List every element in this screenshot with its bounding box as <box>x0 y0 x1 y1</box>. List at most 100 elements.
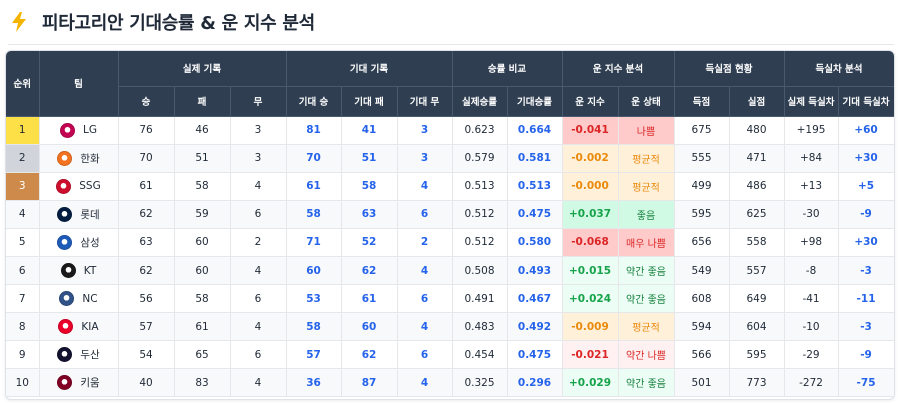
expected-diff-cell: -11 <box>838 284 894 314</box>
header-actual-pct[interactable]: 실제승률 <box>452 86 508 117</box>
team-name: 한화 <box>80 152 100 165</box>
team-name: LG <box>83 124 97 137</box>
expected-losses-cell: 61 <box>341 284 398 314</box>
page-title: 피타고리안 기대승률 & 운 지수 분석 <box>42 13 315 34</box>
expected-diff-cell: -3 <box>838 256 894 286</box>
pythagorean-table: 순위 팀 실제 기록 기대 기록 승률 비교 운 지수 분석 득실점 현황 득실… <box>6 51 894 398</box>
actual-diff-cell: +13 <box>784 172 839 201</box>
expected-pct-cell: 0.581 <box>507 144 563 173</box>
header-actual-diff[interactable]: 실제 득실차 <box>784 86 839 117</box>
team-name: 키움 <box>80 377 100 390</box>
table-row[interactable]: 9 두산 54 65 6 57 62 6 0.454 0.475 -0.021 약간 나쁨 566 595… <box>6 340 894 370</box>
wins-cell: 62 <box>118 200 175 229</box>
rank-cell: 6 <box>6 256 40 286</box>
team-logo-icon <box>57 347 73 363</box>
losses-cell: 60 <box>174 228 231 257</box>
team-cell: 한화 <box>39 144 119 173</box>
team-name: KIA <box>81 320 99 333</box>
header-expected-diff[interactable]: 기대 득실차 <box>838 86 894 117</box>
header-divider <box>8 44 894 45</box>
luck-index-cell: -0.009 <box>562 312 619 342</box>
header-luck-index[interactable]: 운 지수 <box>562 86 619 117</box>
rank-cell: 9 <box>6 340 40 370</box>
rank-cell: 1 <box>6 116 40 145</box>
rank-cell: 5 <box>6 228 40 257</box>
rank-cell: 7 <box>6 284 40 314</box>
luck-index-cell: -0.021 <box>562 340 619 370</box>
table-row[interactable]: 10 키움 40 83 4 36 87 4 0.325 0.296 +0.029 약간 좋음 501 77… <box>6 368 894 398</box>
expected-pct-cell: 0.580 <box>507 228 563 257</box>
actual-diff-cell: +84 <box>784 144 839 173</box>
team-logo-icon <box>57 206 73 222</box>
header-luck-state[interactable]: 운 상태 <box>618 86 675 117</box>
runs-scored-cell: 555 <box>674 144 730 173</box>
luck-state-badge: 평균적 <box>618 312 675 342</box>
stats-card: 순위 팀 실제 기록 기대 기록 승률 비교 운 지수 분석 득실점 현황 득실… <box>5 50 895 400</box>
wins-cell: 56 <box>118 284 175 314</box>
team-name: 삼성 <box>80 236 100 249</box>
header-wins[interactable]: 승 <box>118 86 175 117</box>
team-logo-icon <box>59 291 75 307</box>
luck-index-cell: +0.037 <box>562 200 619 229</box>
expected-losses-cell: 63 <box>341 200 398 229</box>
header-rank[interactable]: 순위 <box>6 51 40 117</box>
team-name: 두산 <box>80 349 100 362</box>
expected-diff-cell: -9 <box>838 200 894 229</box>
runs-scored-cell: 608 <box>674 284 730 314</box>
actual-pct-cell: 0.579 <box>452 144 508 173</box>
luck-index-cell: -0.041 <box>562 116 619 145</box>
expected-pct-cell: 0.513 <box>507 172 563 201</box>
team-logo-icon <box>56 178 72 194</box>
losses-cell: 65 <box>174 340 231 370</box>
team-cell: LG <box>39 116 119 145</box>
header-expected-pct[interactable]: 기대승률 <box>507 86 563 117</box>
draws-cell: 6 <box>230 340 287 370</box>
losses-cell: 83 <box>174 368 231 398</box>
expected-draws-cell: 4 <box>397 172 453 201</box>
luck-index-cell: -0.002 <box>562 144 619 173</box>
team-cell: 키움 <box>39 368 119 398</box>
runs-allowed-cell: 486 <box>729 172 785 201</box>
team-logo-icon <box>57 150 73 166</box>
expected-pct-cell: 0.493 <box>507 256 563 286</box>
header-actual-group: 실제 기록 <box>118 51 287 87</box>
rank-cell: 10 <box>6 368 40 398</box>
header-losses[interactable]: 패 <box>174 86 231 117</box>
table-row[interactable]: 7 NC 56 58 6 53 61 6 0.491 0.467 +0.024 약간 좋음 608 649… <box>6 284 894 314</box>
losses-cell: 59 <box>174 200 231 229</box>
luck-index-cell: +0.015 <box>562 256 619 286</box>
actual-pct-cell: 0.325 <box>452 368 508 398</box>
losses-cell: 58 <box>174 284 231 314</box>
losses-cell: 58 <box>174 172 231 201</box>
table-row[interactable]: 6 KT 62 60 4 60 62 4 0.508 0.493 +0.015 약간 좋음 549 557… <box>6 256 894 286</box>
luck-state-badge: 약간 나쁨 <box>618 340 675 370</box>
luck-state-badge: 평균적 <box>618 172 675 201</box>
team-logo-icon <box>58 319 74 335</box>
table-row[interactable]: 8 KIA 57 61 4 58 60 4 0.483 0.492 -0.009 평균적 594 604-… <box>6 312 894 342</box>
table-row[interactable]: 2 한화 70 51 3 70 51 3 0.579 0.581 -0.002 평균적 555 471 +8… <box>6 144 894 173</box>
actual-pct-cell: 0.623 <box>452 116 508 145</box>
header-draws[interactable]: 무 <box>230 86 287 117</box>
header-expected-wins[interactable]: 기대 승 <box>286 86 342 117</box>
table-row[interactable]: 3 SSG 61 58 4 61 58 4 0.513 0.513 -0.000 평균적 499 486 +… <box>6 172 894 201</box>
header-diff-group: 득실차 분석 <box>784 51 894 87</box>
team-logo-icon <box>60 263 76 279</box>
table-row[interactable]: 4 롯데 62 59 6 58 63 6 0.512 0.475 +0.037 좋음 595 625 -30… <box>6 200 894 229</box>
expected-draws-cell: 3 <box>397 116 453 145</box>
header-team[interactable]: 팀 <box>39 51 119 117</box>
expected-losses-cell: 58 <box>341 172 398 201</box>
table-row[interactable]: 1 LG 76 46 3 81 41 3 0.623 0.664 -0.041 나쁨 675 480 +19… <box>6 116 894 145</box>
header-expected-losses[interactable]: 기대 패 <box>341 86 398 117</box>
header-expected-draws[interactable]: 기대 무 <box>397 86 453 117</box>
expected-pct-cell: 0.475 <box>507 340 563 370</box>
header-runs-group: 득실점 현황 <box>674 51 785 87</box>
table-row[interactable]: 5 삼성 63 60 2 71 52 2 0.512 0.580 -0.068 매우 나쁨 656 558… <box>6 228 894 257</box>
header-runs-scored[interactable]: 득점 <box>674 86 730 117</box>
luck-index-cell: +0.029 <box>562 368 619 398</box>
runs-scored-cell: 499 <box>674 172 730 201</box>
header-runs-allowed[interactable]: 실점 <box>729 86 785 117</box>
team-name: NC <box>82 292 98 305</box>
expected-diff-cell: +30 <box>838 144 894 173</box>
expected-wins-cell: 36 <box>286 368 342 398</box>
expected-losses-cell: 62 <box>341 340 398 370</box>
